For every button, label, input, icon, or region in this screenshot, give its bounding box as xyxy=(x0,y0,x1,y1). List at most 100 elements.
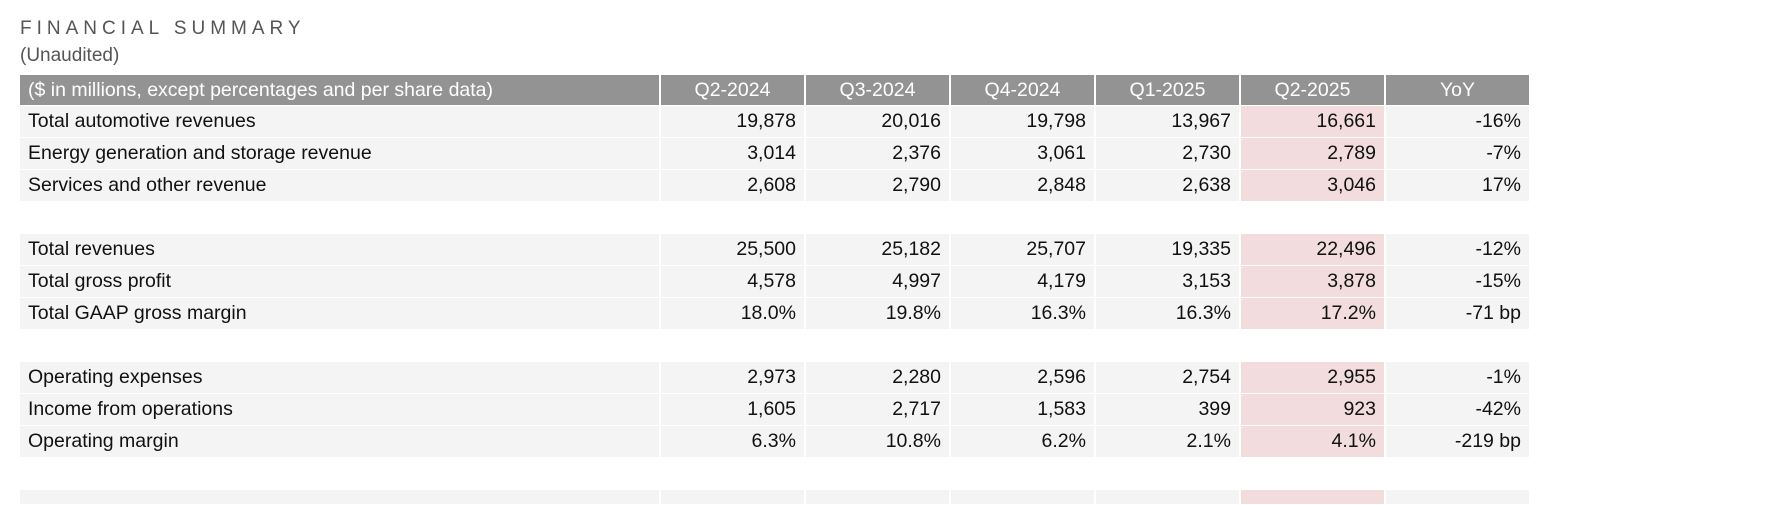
spacer-cell xyxy=(950,457,1096,490)
table-cell: 3,014 xyxy=(660,137,806,170)
column-header: Q2-2025 xyxy=(1240,75,1386,106)
table-row: Operating expenses 2,973 2,280 2,596 2,754 2,… xyxy=(20,361,1531,394)
table-cell: 1,583 xyxy=(950,393,1096,426)
table-cell: 10.8% xyxy=(805,425,951,458)
table-cell: -71 bp xyxy=(1385,297,1531,330)
table-cell: 3,153 xyxy=(1095,265,1241,298)
table-cell: 19,798 xyxy=(950,105,1096,138)
table-body: Total automotive revenues 19,878 20,016 19,… xyxy=(20,105,1531,505)
spacer-cell xyxy=(1095,201,1241,234)
spacer-cell xyxy=(1095,329,1241,362)
row-label: Total GAAP gross margin xyxy=(20,297,661,330)
table-cell: 399 xyxy=(1095,393,1241,426)
spacer-cell xyxy=(660,201,806,234)
table-cell: 2,973 xyxy=(660,361,806,394)
table-row: Total GAAP gross margin 18.0% 19.8% 16.3% 16… xyxy=(20,297,1531,330)
table-row: Services and other revenue 2,608 2,790 2,84… xyxy=(20,169,1531,202)
table-cell: -16% xyxy=(1385,105,1531,138)
group-spacer xyxy=(20,457,1531,490)
table-cell: 18.0% xyxy=(660,297,806,330)
table-cell: 19,335 xyxy=(1095,233,1241,266)
table-row: Energy generation and storage revenue 3,0… xyxy=(20,137,1531,170)
table-cell: 19,878 xyxy=(660,105,806,138)
table-cell: 17% xyxy=(1385,169,1531,202)
spacer-cell xyxy=(1385,329,1531,362)
highlighted-cell: 3,878 xyxy=(1240,265,1386,298)
row-label: Income from operations xyxy=(20,393,661,426)
page-title: FINANCIAL SUMMARY xyxy=(20,18,306,39)
table-cell: 6.3% xyxy=(660,425,806,458)
row-label: Operating expenses xyxy=(20,361,661,394)
highlighted-cell: 16,661 xyxy=(1240,105,1386,138)
table-row: Operating margin 6.3% 10.8% 6.2% 2.1% 4.1% -21… xyxy=(20,425,1531,458)
spacer-cell xyxy=(1240,201,1386,234)
highlighted-cell: 22,496 xyxy=(1240,233,1386,266)
table-row-cutoff xyxy=(20,489,1531,505)
row-label: Services and other revenue xyxy=(20,169,661,202)
table-cell: 16.3% xyxy=(950,297,1096,330)
table-cell: 2,754 xyxy=(1095,361,1241,394)
table-cell: 2,596 xyxy=(950,361,1096,394)
table-cell: 1,605 xyxy=(660,393,806,426)
table-row: Total automotive revenues 19,878 20,016 19,… xyxy=(20,105,1531,138)
financial-summary-table: ($ in millions, except percentages and p… xyxy=(20,75,1531,505)
table-row: Income from operations 1,605 2,717 1,583 399… xyxy=(20,393,1531,426)
financial-summary-page: FINANCIAL SUMMARY (Unaudited) ($ in mill… xyxy=(20,18,1531,505)
page-subtitle: (Unaudited) xyxy=(20,45,120,66)
table-cell: 20,016 xyxy=(805,105,951,138)
table-cell: 2,638 xyxy=(1095,169,1241,202)
table-cell: 2.1% xyxy=(1095,425,1241,458)
column-header: Q4-2024 xyxy=(950,75,1096,106)
row-label: Energy generation and storage revenue xyxy=(20,137,661,170)
spacer-cell xyxy=(1240,329,1386,362)
spacer-cell xyxy=(950,201,1096,234)
table-header-row: ($ in millions, except percentages and p… xyxy=(20,75,1531,106)
table-cell: 4,179 xyxy=(950,265,1096,298)
row-label: Total automotive revenues xyxy=(20,105,661,138)
table-cell: 4,997 xyxy=(805,265,951,298)
table-row: Total revenues 25,500 25,182 25,707 19,335 22… xyxy=(20,233,1531,266)
spacer-cell xyxy=(1240,457,1386,490)
spacer-cell xyxy=(20,201,661,234)
spacer-cell xyxy=(20,329,661,362)
highlighted-cell: 2,955 xyxy=(1240,361,1386,394)
table-cell: 2,376 xyxy=(805,137,951,170)
spacer-cell xyxy=(805,201,951,234)
column-header: YoY xyxy=(1385,75,1531,106)
column-header: Q2-2024 xyxy=(660,75,806,106)
table-cell xyxy=(1385,489,1531,505)
spacer-cell xyxy=(660,457,806,490)
table-cell: -12% xyxy=(1385,233,1531,266)
table-cell xyxy=(1095,489,1241,505)
table-cell xyxy=(660,489,806,505)
table-cell: 25,182 xyxy=(805,233,951,266)
table-cell: -42% xyxy=(1385,393,1531,426)
column-header: Q1-2025 xyxy=(1095,75,1241,106)
group-spacer xyxy=(20,329,1531,362)
table-cell: 2,848 xyxy=(950,169,1096,202)
highlighted-cell: 17.2% xyxy=(1240,297,1386,330)
highlighted-cell: 4.1% xyxy=(1240,425,1386,458)
table-cell: -219 bp xyxy=(1385,425,1531,458)
column-header: ($ in millions, except percentages and p… xyxy=(20,75,661,106)
spacer-cell xyxy=(805,457,951,490)
table-cell: 13,967 xyxy=(1095,105,1241,138)
spacer-cell xyxy=(20,457,661,490)
table-row: Total gross profit 4,578 4,997 4,179 3,153 3,… xyxy=(20,265,1531,298)
row-label: Operating margin xyxy=(20,425,661,458)
table-cell: 4,578 xyxy=(660,265,806,298)
group-spacer xyxy=(20,201,1531,234)
highlighted-cell: 923 xyxy=(1240,393,1386,426)
table-cell: 2,790 xyxy=(805,169,951,202)
column-header: Q3-2024 xyxy=(805,75,951,106)
spacer-cell xyxy=(660,329,806,362)
table-cell: 25,707 xyxy=(950,233,1096,266)
spacer-cell xyxy=(950,329,1096,362)
highlighted-cell: 2,789 xyxy=(1240,137,1386,170)
table-cell: 6.2% xyxy=(950,425,1096,458)
table-cell: 3,061 xyxy=(950,137,1096,170)
table-cell: 2,608 xyxy=(660,169,806,202)
table-cell: 19.8% xyxy=(805,297,951,330)
table-cell: 2,730 xyxy=(1095,137,1241,170)
table-cell: -7% xyxy=(1385,137,1531,170)
